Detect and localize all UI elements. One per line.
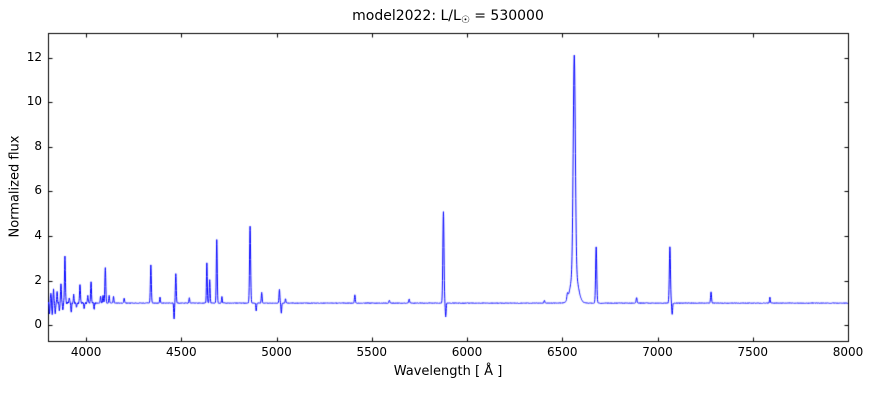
x-tick-label: 5500 [356, 345, 388, 359]
x-tick-label: 4000 [70, 345, 102, 359]
chart-title-prefix: model2022: L/L [352, 8, 461, 24]
x-tick-label: 5000 [261, 345, 292, 359]
y-tick-label: 8 [34, 138, 42, 153]
y-tick-label: 4 [34, 228, 42, 243]
x-tick-label: 4500 [166, 345, 197, 359]
x-tick-label: 8000 [832, 345, 864, 359]
y-tick-label: 0 [34, 317, 42, 332]
x-tick-label: 7000 [642, 345, 673, 359]
x-tick-label: 6000 [451, 345, 483, 359]
y-tick-label: 12 [26, 49, 42, 64]
y-tick-label: 6 [34, 183, 42, 198]
x-tick-label: 7500 [737, 345, 769, 359]
sun-symbol-subscript: ☉ [460, 15, 470, 26]
chart-title: model2022: L/L☉ = 530000 [48, 8, 848, 26]
y-tick-label: 2 [34, 272, 42, 287]
x-tick-label: 6500 [547, 345, 578, 359]
chart-title-suffix: = 530000 [469, 8, 544, 24]
x-axis-label: Wavelength [ Å ] [393, 364, 503, 379]
y-tick-label: 10 [26, 94, 42, 109]
